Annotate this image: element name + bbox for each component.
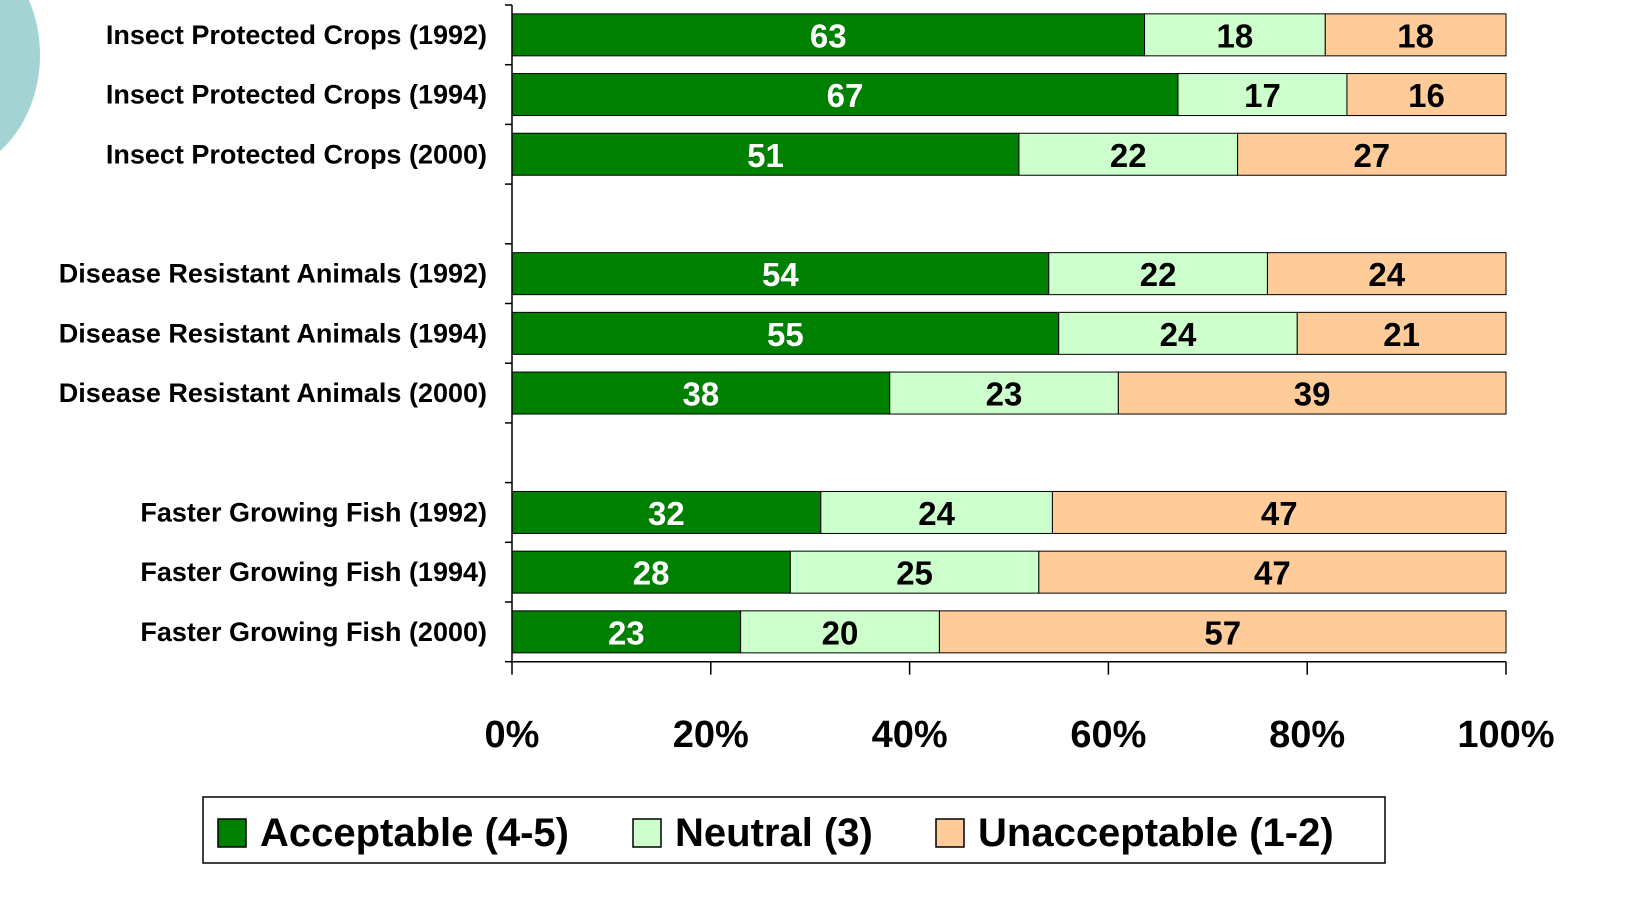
y-tick-label: Disease Resistant Animals (1994) xyxy=(59,318,487,348)
x-tick-label: 20% xyxy=(673,714,749,756)
value-label: 51 xyxy=(747,137,784,174)
y-tick-label: Faster Growing Fish (2000) xyxy=(140,617,487,647)
y-tick-label: Insect Protected Crops (1994) xyxy=(106,80,487,110)
value-label: 25 xyxy=(896,555,933,592)
legend-swatch xyxy=(935,818,965,848)
legend-label: Acceptable (4-5) xyxy=(260,811,569,855)
bar-segment xyxy=(1038,550,1507,594)
bar-segment xyxy=(889,371,1119,415)
value-label: 23 xyxy=(986,376,1023,413)
value-label: 32 xyxy=(648,495,685,532)
bar-segment xyxy=(511,490,822,534)
bar-segment xyxy=(938,610,1507,654)
x-tick-label: 0% xyxy=(485,714,540,756)
value-label: 47 xyxy=(1261,495,1298,532)
y-tick-label: Insect Protected Crops (2000) xyxy=(106,139,487,169)
value-label: 67 xyxy=(827,77,864,114)
value-label: 18 xyxy=(1217,17,1254,54)
bar-segment xyxy=(511,311,1060,355)
bar-segment xyxy=(1296,311,1507,355)
value-label: 16 xyxy=(1408,77,1445,114)
bar-segment xyxy=(511,73,1179,117)
value-label: 17 xyxy=(1244,77,1281,114)
legend-swatch xyxy=(217,818,247,848)
legend-swatch xyxy=(632,818,662,848)
bar-segment xyxy=(511,13,1146,57)
bar-segment xyxy=(1266,252,1507,296)
value-label: 55 xyxy=(767,316,804,353)
x-tick-label: 100% xyxy=(1457,714,1554,756)
value-label: 54 xyxy=(762,256,799,293)
value-label: 18 xyxy=(1397,17,1434,54)
bar-segment xyxy=(1177,73,1348,117)
bar-segment xyxy=(1018,132,1239,176)
bar-segment xyxy=(1144,13,1326,57)
bar-segment xyxy=(1324,13,1507,57)
bar-segment xyxy=(1051,490,1507,534)
x-tick-label: 80% xyxy=(1269,714,1345,756)
x-tick-label: 60% xyxy=(1070,714,1146,756)
bar-segment xyxy=(1346,73,1507,117)
decor-circle xyxy=(0,0,40,151)
value-label: 23 xyxy=(608,614,645,651)
legend-box xyxy=(202,796,1386,864)
value-label: 57 xyxy=(1204,614,1241,651)
x-tick-label: 40% xyxy=(872,714,948,756)
value-label: 39 xyxy=(1294,376,1331,413)
bar-segment xyxy=(740,610,940,654)
bar-segment xyxy=(1117,371,1507,415)
bar-segment xyxy=(511,550,791,594)
value-label: 27 xyxy=(1353,137,1390,174)
legend-label: Unacceptable (1-2) xyxy=(978,811,1334,855)
y-tick-label: Insect Protected Crops (1992) xyxy=(106,20,487,50)
y-tick-label: Disease Resistant Animals (1992) xyxy=(59,259,487,289)
value-label: 38 xyxy=(683,376,720,413)
value-label: 24 xyxy=(1160,316,1197,353)
y-tick-label: Faster Growing Fish (1992) xyxy=(140,497,487,527)
value-label: 63 xyxy=(810,17,847,54)
y-tick-label: Disease Resistant Animals (2000) xyxy=(59,378,487,408)
bar-segment xyxy=(1237,132,1507,176)
value-label: 24 xyxy=(1368,256,1405,293)
value-label: 28 xyxy=(633,555,670,592)
value-label: 22 xyxy=(1140,256,1177,293)
value-label: 21 xyxy=(1383,316,1420,353)
value-label: 47 xyxy=(1254,555,1291,592)
value-label: 22 xyxy=(1110,137,1147,174)
bar-segment xyxy=(1048,252,1268,296)
value-label: 20 xyxy=(822,614,859,651)
bar-segment xyxy=(820,490,1053,534)
y-tick-label: Faster Growing Fish (1994) xyxy=(140,557,487,587)
legend-label: Neutral (3) xyxy=(675,811,873,855)
value-label: 24 xyxy=(918,495,955,532)
